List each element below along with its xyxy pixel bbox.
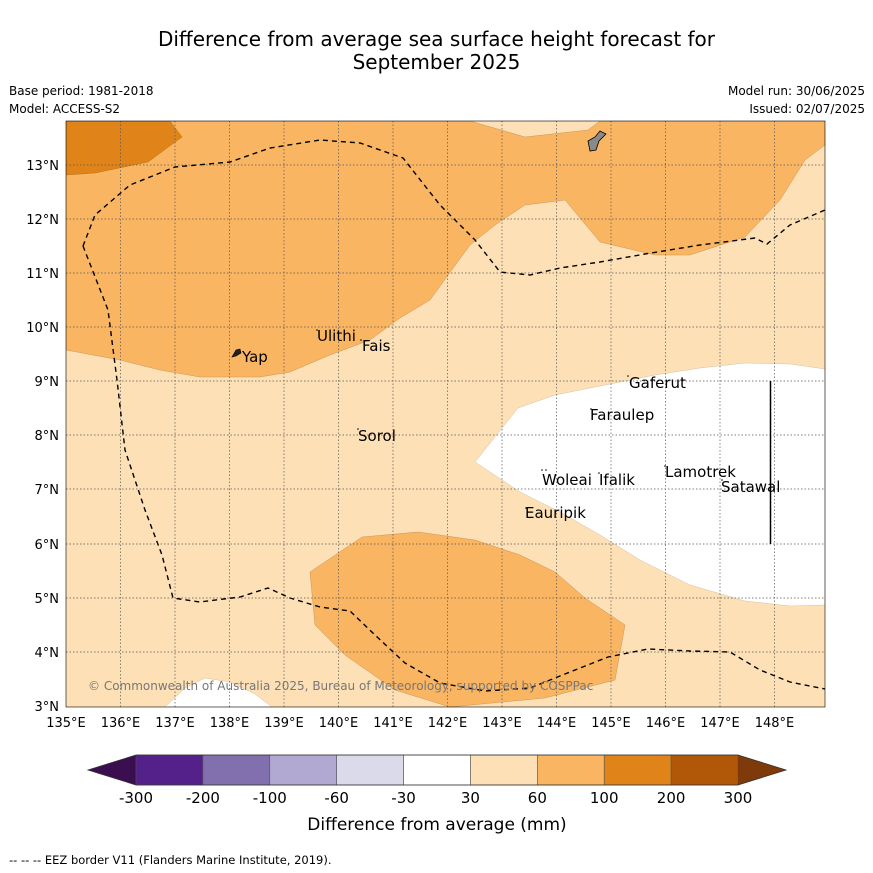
- label-yap: Yap: [241, 348, 268, 366]
- legend-footer: -- -- -- EEZ border V11 (Flanders Marine…: [9, 853, 332, 867]
- lat-tick: 13°N: [26, 159, 59, 174]
- colorbar-arrow-left: [88, 755, 136, 785]
- label-fais: Fais: [362, 337, 391, 355]
- longitude-ticks: 135°E 136°E 137°E 138°E 139°E 140°E 141°…: [46, 716, 794, 731]
- lon-tick: 139°E: [264, 716, 304, 731]
- label-ifalik: Ifalik: [599, 471, 635, 489]
- eez-border-west: [82, 245, 825, 692]
- colorbar-cell: [269, 754, 337, 786]
- lon-tick: 136°E: [101, 716, 141, 731]
- colorbar-cell: [537, 754, 605, 786]
- lon-tick: 147°E: [700, 716, 740, 731]
- lon-tick: 138°E: [210, 716, 250, 731]
- title-line-2: September 2025: [352, 50, 521, 74]
- colorbar-tick-label: 60: [528, 789, 547, 807]
- field-neutral-south: [164, 677, 273, 707]
- colorbar-cell: [403, 754, 471, 786]
- colorbar-cell: [603, 754, 672, 786]
- colorbar-tick-label: -30: [391, 789, 416, 807]
- colorbar-tick-label: -200: [186, 789, 220, 807]
- lat-tick: 5°N: [35, 592, 60, 607]
- colorbar-cell: [670, 754, 739, 786]
- eez-line-sample: -- -- --: [9, 853, 42, 867]
- colorbar-arrow-right: [738, 755, 786, 785]
- chart-title: Difference from average sea surface heig…: [0, 28, 873, 74]
- label-ulithi: Ulithi: [317, 327, 356, 345]
- model-run: Model run: 30/06/2025: [727, 84, 865, 98]
- lat-tick: 11°N: [26, 267, 59, 282]
- title-line-1: Difference from average sea surface heig…: [157, 27, 716, 51]
- yap-island: [231, 348, 242, 358]
- map-frame: [65, 120, 826, 708]
- copyright-text: © Commonwealth of Australia 2025, Bureau…: [88, 679, 593, 693]
- base-period: Base period: 1981-2018: [9, 84, 154, 98]
- label-sorol: Sorol: [358, 427, 396, 445]
- lat-tick: 9°N: [35, 375, 60, 390]
- colorbar-cell: [135, 754, 204, 786]
- lat-tick: 3°N: [35, 700, 60, 715]
- label-satawal: Satawal: [721, 478, 780, 496]
- colorbar-tick-label: 100: [590, 789, 619, 807]
- guam-island: [587, 130, 607, 152]
- lon-tick: 143°E: [482, 716, 522, 731]
- colorbar-tick-label: -60: [324, 789, 349, 807]
- label-faraulep: Faraulep: [590, 406, 654, 424]
- field-60-100-northwest: [66, 121, 825, 378]
- lon-tick: 145°E: [591, 716, 631, 731]
- label-lamotrek: Lamotrek: [665, 463, 736, 481]
- lat-tick: 10°N: [26, 321, 59, 336]
- latitude-ticks: 3°N 4°N 5°N 6°N 7°N 8°N 9°N 10°N 11°N 12…: [26, 159, 59, 715]
- lon-tick: 137°E: [155, 716, 195, 731]
- field-60-100-south: [309, 531, 626, 707]
- lon-tick: 141°E: [373, 716, 413, 731]
- colorbar-outline: [86, 754, 788, 786]
- eez-border-palau-fsm: [82, 139, 825, 276]
- label-gaferut: Gaferut: [629, 374, 686, 392]
- colorbar-tick-label: 30: [461, 789, 480, 807]
- lat-tick: 6°N: [35, 538, 60, 553]
- label-eauripik: Eauripik: [525, 504, 586, 522]
- lat-tick: 7°N: [35, 483, 60, 498]
- lon-tick: 142°E: [428, 716, 468, 731]
- colorbar-tick-label: 200: [657, 789, 686, 807]
- lon-tick: 135°E: [46, 716, 86, 731]
- lon-tick: 146°E: [646, 716, 686, 731]
- issued-date: Issued: 02/07/2025: [749, 102, 865, 116]
- meta-left: Base period: 1981-2018 Model: ACCESS-S2: [9, 82, 154, 118]
- lon-tick: 144°E: [537, 716, 577, 731]
- lon-tick: 140°E: [319, 716, 359, 731]
- field-neutral-east: [474, 362, 825, 607]
- atoll-markers: [316, 329, 723, 509]
- field-100-200-corner: [66, 121, 183, 176]
- map-field: Yap Ulithi Fais Sorol Gaferut Faraulep W…: [66, 121, 825, 707]
- eez-legend-text: EEZ border V11 (Flanders Marine Institut…: [44, 853, 332, 867]
- colorbar-tick-label: 300: [724, 789, 753, 807]
- colorbar-tick-label: -100: [253, 789, 287, 807]
- model-name: Model: ACCESS-S2: [9, 102, 121, 116]
- lon-tick: 148°E: [755, 716, 795, 731]
- colorbar-cell: [470, 754, 538, 786]
- meta-right: Model run: 30/06/2025 Issued: 02/07/2025: [728, 82, 865, 118]
- lat-tick: 8°N: [35, 429, 60, 444]
- colorbar-label: Difference from average (mm): [307, 815, 566, 835]
- colorbar: -300 -200 -100 -60 -30 30 60 100 200 300 Differen…: [86, 754, 788, 835]
- colorbar-tick-label: -300: [119, 789, 153, 807]
- colorbar-cell: [336, 754, 404, 786]
- lat-tick: 4°N: [35, 646, 60, 661]
- colorbar-cell: [202, 754, 271, 786]
- lat-tick: 12°N: [26, 213, 59, 228]
- label-woleai: Woleai: [542, 471, 592, 489]
